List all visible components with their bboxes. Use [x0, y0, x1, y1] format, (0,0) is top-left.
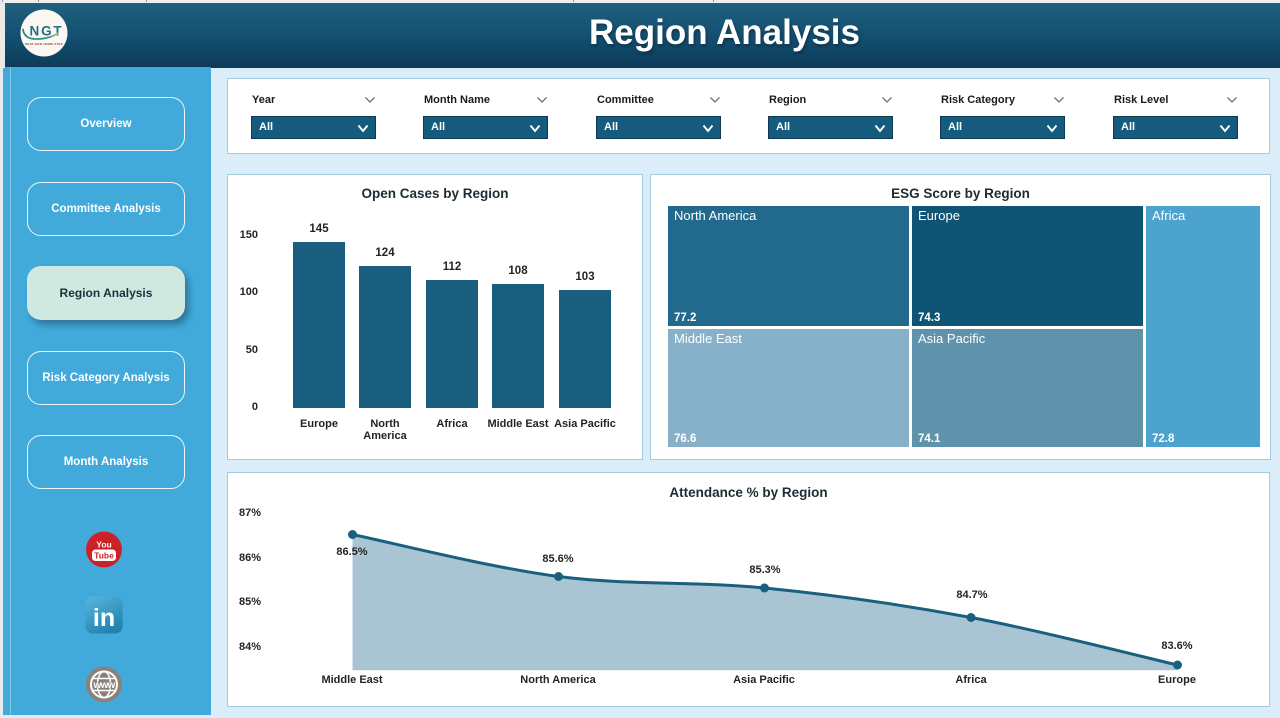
svg-text:Tube: Tube — [94, 551, 114, 561]
svg-text:NGT: NGT — [30, 24, 64, 39]
svg-text:www: www — [93, 680, 116, 691]
svg-text:You: You — [96, 540, 111, 550]
svg-text:in: in — [93, 604, 115, 632]
svg-text:NEXT-GEN TEMPLATES: NEXT-GEN TEMPLATES — [25, 42, 63, 46]
